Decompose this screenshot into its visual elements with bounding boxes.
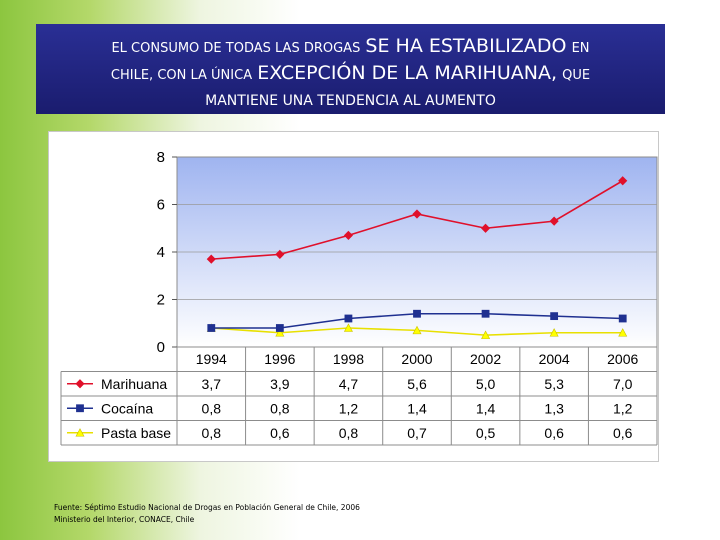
data-point-1 <box>344 314 353 323</box>
title-text: EL CONSUMO DE TODAS LAS DROGAS <box>111 41 361 56</box>
y-tick-label: 4 <box>157 244 165 261</box>
data-label: 0,8 <box>202 400 222 416</box>
x-tick-label: 2006 <box>607 351 638 367</box>
title-line-1: EL CONSUMO DE TODAS LAS DROGAS SE HA EST… <box>36 34 665 61</box>
data-point-1 <box>413 309 421 318</box>
title-text-large: EXCEPCIÓN DE LA MARIHUANA, <box>257 62 558 84</box>
data-point-0 <box>481 223 491 233</box>
data-point-2 <box>343 323 353 332</box>
data-point-2 <box>549 328 559 337</box>
x-tick-label: 2000 <box>401 351 432 367</box>
line-chart: 0 2 4 6 8 1994 1996 1998 2000 2002 2004 2006 Marihua… <box>60 149 658 446</box>
data-point-0 <box>206 254 216 264</box>
x-tick-label: 2002 <box>470 351 501 367</box>
legend-label: Pasta base <box>101 425 171 441</box>
y-tick-label: 0 <box>157 339 165 356</box>
data-point-1 <box>481 309 490 318</box>
legend-label: Cocaína <box>101 400 153 416</box>
data-point-2 <box>412 325 422 335</box>
title-text: MANTIENE UNA TENDENCIA AL AUMENTO <box>205 93 496 109</box>
title-line-2: CHILE, CON LA ÚNICA EXCEPCIÓN DE LA MARI… <box>36 61 665 88</box>
x-tick-label: 2004 <box>539 351 570 367</box>
x-tick-label: 1996 <box>264 351 295 367</box>
data-label: 1,2 <box>613 400 633 416</box>
data-point-1 <box>550 312 559 321</box>
data-point-0 <box>549 216 559 226</box>
data-label: 5,6 <box>407 376 427 392</box>
data-label: 0,8 <box>270 400 290 416</box>
data-label: 5,3 <box>544 376 564 392</box>
data-point-1 <box>618 314 627 323</box>
data-point-0 <box>618 176 628 186</box>
data-point-1 <box>275 324 284 332</box>
source-note: Fuente: Séptimo Estudio Nacional de Drog… <box>54 502 360 526</box>
chart-frame: 0 2 4 6 8 1994 1996 1998 2000 2002 2004 2006 Marihua… <box>48 131 659 462</box>
x-tick-label: 1994 <box>196 351 227 367</box>
data-point-0 <box>343 230 353 240</box>
data-point-1 <box>207 324 216 332</box>
source-line-1: Fuente: Séptimo Estudio Nacional de Drog… <box>54 503 360 512</box>
data-label: 0,8 <box>339 425 359 441</box>
y-tick-label: 6 <box>157 197 165 214</box>
legend-label: Marihuana <box>101 376 167 392</box>
data-label: 0,6 <box>270 425 290 441</box>
legend-swatch-marker <box>76 404 84 413</box>
data-label: 3,9 <box>270 376 290 392</box>
data-label: 7,0 <box>613 376 633 392</box>
title-line-3: MANTIENE UNA TENDENCIA AL AUMENTO <box>36 88 665 113</box>
source-line-2: Ministerio del Interior, CONACE, Chile <box>54 515 195 524</box>
slide-title: EL CONSUMO DE TODAS LAS DROGAS SE HA EST… <box>36 24 665 114</box>
data-label: 1,4 <box>476 400 496 416</box>
data-label: 1,2 <box>339 400 359 416</box>
data-point-0 <box>275 249 285 259</box>
data-point-2 <box>481 330 491 339</box>
data-label: 1,3 <box>544 400 564 416</box>
data-label: 5,0 <box>476 376 496 392</box>
data-point-2 <box>275 328 285 337</box>
data-label: 0,8 <box>202 425 222 441</box>
legend-swatch-marker <box>75 428 85 437</box>
title-text: EN <box>571 41 590 56</box>
data-label: 4,7 <box>339 376 359 392</box>
title-text: QUE <box>562 68 591 83</box>
data-label: 0,6 <box>544 425 564 441</box>
data-label: 3,7 <box>202 376 222 392</box>
data-label: 1,4 <box>407 400 427 416</box>
legend-swatch-marker <box>75 379 85 389</box>
y-tick-label: 2 <box>157 292 165 309</box>
y-tick-label: 8 <box>157 149 165 166</box>
data-label: 0,6 <box>613 425 633 441</box>
data-point-0 <box>412 209 422 219</box>
title-text: CHILE, CON LA ÚNICA <box>110 68 253 83</box>
data-label: 0,7 <box>407 425 427 441</box>
data-point-2 <box>618 328 628 337</box>
title-text-large: SE HA ESTABILIZADO <box>365 35 567 57</box>
x-tick-label: 1998 <box>333 351 364 367</box>
data-label: 0,5 <box>476 425 496 441</box>
